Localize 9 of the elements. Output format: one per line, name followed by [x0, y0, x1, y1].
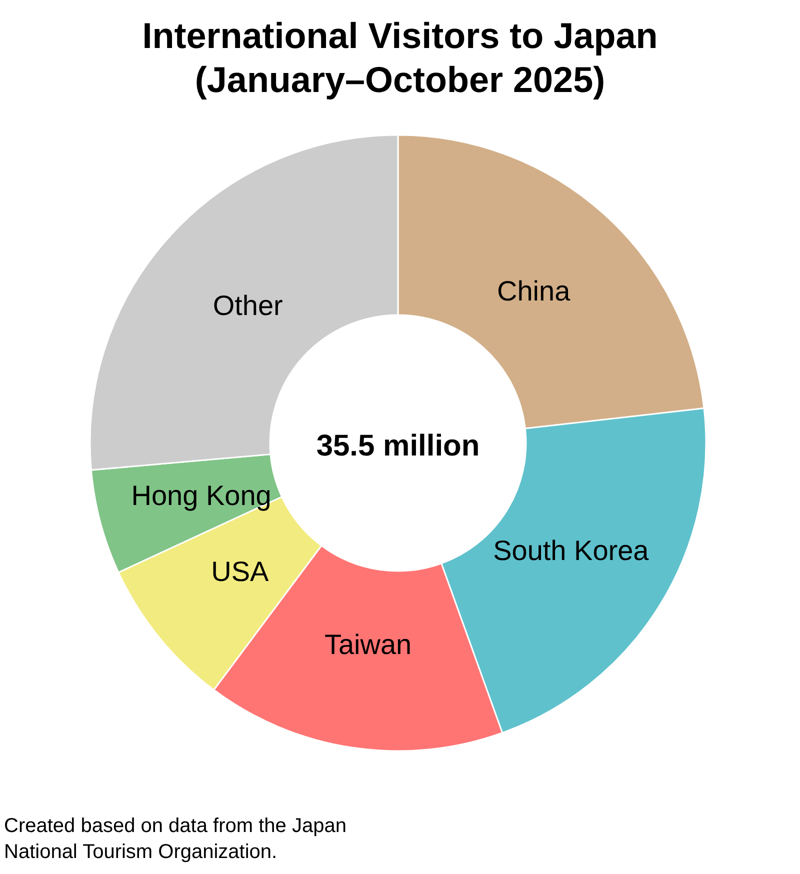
chart-title: International Visitors to Japan (January–October 2025) — [142, 15, 658, 100]
text: 35.5 million — [316, 430, 480, 462]
text: Created based on data from the Japan National Tourism Organization. — [4, 815, 346, 863]
slice-label: Other — [212, 290, 283, 321]
slice-label: USA — [211, 556, 270, 587]
slice-label: Hong Kong — [131, 480, 272, 511]
slice-label: China — [497, 276, 571, 307]
slice-label: South Korea — [493, 534, 650, 566]
slice-label: Taiwan — [324, 628, 412, 660]
